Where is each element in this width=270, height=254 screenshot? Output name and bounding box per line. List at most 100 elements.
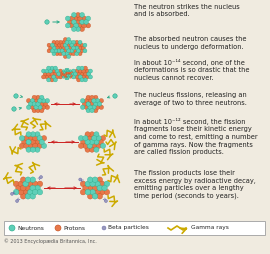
Circle shape bbox=[41, 99, 46, 103]
Circle shape bbox=[72, 20, 76, 24]
Circle shape bbox=[66, 73, 68, 75]
Circle shape bbox=[75, 46, 79, 50]
Circle shape bbox=[55, 46, 59, 50]
Circle shape bbox=[66, 70, 68, 72]
Circle shape bbox=[113, 94, 117, 98]
Circle shape bbox=[11, 192, 14, 195]
Circle shape bbox=[62, 52, 66, 56]
Circle shape bbox=[73, 23, 78, 28]
Circle shape bbox=[65, 40, 69, 44]
Circle shape bbox=[77, 66, 81, 70]
Circle shape bbox=[92, 99, 96, 103]
Text: Gamma rays: Gamma rays bbox=[191, 226, 229, 230]
Circle shape bbox=[28, 143, 33, 148]
Circle shape bbox=[79, 178, 82, 181]
Circle shape bbox=[28, 189, 33, 195]
Circle shape bbox=[86, 16, 91, 21]
Circle shape bbox=[34, 105, 38, 109]
Circle shape bbox=[52, 69, 56, 73]
Circle shape bbox=[31, 139, 36, 145]
Circle shape bbox=[62, 70, 65, 72]
Text: Neutrons: Neutrons bbox=[17, 226, 44, 230]
Circle shape bbox=[47, 72, 50, 76]
Circle shape bbox=[53, 78, 58, 82]
Circle shape bbox=[57, 49, 61, 53]
Circle shape bbox=[77, 72, 81, 76]
Circle shape bbox=[70, 76, 72, 78]
Circle shape bbox=[94, 147, 99, 152]
Circle shape bbox=[63, 38, 67, 41]
Circle shape bbox=[92, 143, 97, 148]
Circle shape bbox=[76, 27, 80, 31]
Circle shape bbox=[84, 20, 89, 24]
Circle shape bbox=[78, 46, 82, 50]
Circle shape bbox=[75, 40, 79, 44]
Circle shape bbox=[83, 136, 88, 141]
Circle shape bbox=[55, 69, 59, 73]
Circle shape bbox=[36, 95, 40, 100]
Circle shape bbox=[89, 75, 93, 79]
Circle shape bbox=[62, 40, 66, 44]
Circle shape bbox=[14, 94, 18, 98]
Circle shape bbox=[42, 143, 47, 148]
Circle shape bbox=[61, 71, 63, 73]
Circle shape bbox=[67, 71, 69, 73]
Circle shape bbox=[28, 136, 33, 141]
Circle shape bbox=[80, 66, 84, 70]
Circle shape bbox=[73, 43, 77, 47]
Circle shape bbox=[45, 99, 50, 103]
Text: © 2013 Encyclopædia Britannica, Inc.: © 2013 Encyclopædia Britannica, Inc. bbox=[4, 238, 97, 244]
Circle shape bbox=[102, 185, 107, 191]
Circle shape bbox=[33, 136, 38, 141]
Circle shape bbox=[23, 181, 28, 187]
Circle shape bbox=[93, 95, 98, 100]
Circle shape bbox=[85, 69, 89, 73]
Circle shape bbox=[61, 74, 63, 77]
Circle shape bbox=[99, 105, 104, 109]
Circle shape bbox=[68, 70, 70, 72]
Circle shape bbox=[25, 177, 31, 183]
Circle shape bbox=[59, 40, 62, 44]
Circle shape bbox=[68, 76, 70, 78]
Circle shape bbox=[32, 108, 36, 113]
Circle shape bbox=[97, 177, 103, 183]
Circle shape bbox=[30, 185, 36, 191]
Circle shape bbox=[92, 177, 98, 183]
Circle shape bbox=[53, 43, 58, 47]
Circle shape bbox=[88, 99, 92, 103]
Circle shape bbox=[88, 105, 92, 109]
Circle shape bbox=[32, 95, 36, 100]
Circle shape bbox=[65, 78, 67, 80]
Circle shape bbox=[47, 43, 51, 47]
Circle shape bbox=[37, 143, 42, 148]
Circle shape bbox=[13, 189, 19, 195]
Circle shape bbox=[39, 102, 44, 106]
Circle shape bbox=[53, 66, 58, 70]
Circle shape bbox=[35, 139, 40, 145]
Circle shape bbox=[83, 43, 87, 47]
Circle shape bbox=[85, 139, 90, 145]
Circle shape bbox=[80, 20, 85, 24]
Circle shape bbox=[47, 66, 50, 70]
Circle shape bbox=[59, 75, 62, 79]
Circle shape bbox=[22, 139, 27, 145]
Text: Beta particles: Beta particles bbox=[108, 226, 149, 230]
Circle shape bbox=[19, 136, 25, 141]
Circle shape bbox=[13, 181, 19, 187]
Circle shape bbox=[30, 99, 35, 103]
Circle shape bbox=[69, 16, 74, 21]
Circle shape bbox=[73, 16, 78, 21]
Circle shape bbox=[99, 181, 105, 187]
Circle shape bbox=[30, 177, 36, 183]
Circle shape bbox=[67, 38, 71, 41]
Circle shape bbox=[83, 185, 88, 191]
Circle shape bbox=[35, 185, 40, 191]
Circle shape bbox=[93, 102, 98, 106]
Circle shape bbox=[26, 132, 31, 137]
Circle shape bbox=[16, 200, 19, 202]
Circle shape bbox=[70, 49, 74, 53]
Circle shape bbox=[90, 102, 94, 106]
Circle shape bbox=[66, 76, 68, 78]
Circle shape bbox=[80, 105, 85, 109]
Text: The absorbed neutron causes the
nucleus to undergo deformation.: The absorbed neutron causes the nucleus … bbox=[134, 36, 247, 50]
